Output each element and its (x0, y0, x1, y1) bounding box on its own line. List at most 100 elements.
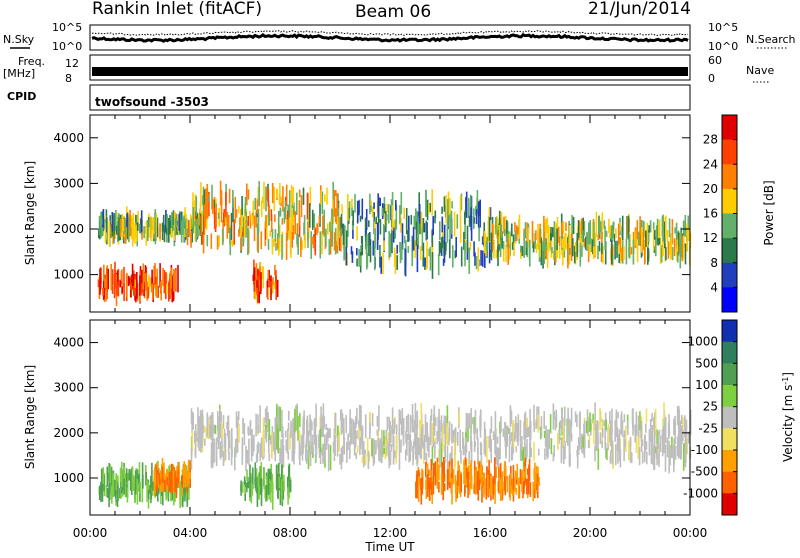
echo-cell (659, 237, 662, 264)
echo-cell (192, 192, 194, 215)
echo-cell (474, 476, 477, 495)
echo-cell (637, 437, 640, 459)
echo-cell (603, 220, 606, 229)
echo-cell (436, 480, 438, 489)
echo-cell (111, 212, 114, 232)
echo-cell (496, 436, 499, 444)
echo-cell (211, 199, 214, 214)
echo-cell (359, 255, 362, 266)
colorbar-segment (722, 406, 737, 429)
echo-cell (257, 187, 260, 204)
echo-cell (495, 466, 497, 479)
echo-cell (524, 411, 527, 440)
echo-cell (132, 213, 135, 241)
echo-cell (256, 444, 259, 462)
echo-cell (579, 425, 581, 444)
echo-cell (233, 219, 235, 245)
echo-cell (486, 436, 488, 463)
echo-cell (267, 270, 269, 280)
echo-cell (231, 427, 233, 440)
echo-cell (444, 244, 447, 255)
echo-cell (428, 204, 430, 214)
echo-cell (500, 416, 502, 433)
echo-cell (399, 410, 402, 425)
echo-cell (559, 420, 562, 429)
echo-cell (276, 238, 279, 248)
echo-cell (567, 407, 569, 426)
echo-cell (249, 421, 251, 436)
echo-cell (340, 226, 342, 252)
echo-cell (300, 237, 302, 257)
echo-cell (468, 413, 471, 429)
echo-cell (270, 214, 273, 232)
echo-cell (625, 425, 627, 452)
x-tick-label: 08:00 (273, 526, 308, 540)
echo-cell (120, 271, 123, 282)
echo-cell (390, 425, 392, 444)
echo-cell (235, 209, 238, 218)
echo-cell (526, 478, 528, 495)
echo-cell (488, 471, 490, 489)
echo-cell (473, 483, 475, 494)
echo-cell (181, 217, 184, 235)
echo-cell (411, 235, 414, 259)
echo-cell (624, 439, 626, 447)
echo-cell (204, 203, 206, 228)
echo-cell (681, 237, 683, 261)
echo-cell (550, 438, 553, 455)
echo-cell (671, 447, 673, 458)
echo-cell (488, 435, 490, 449)
echo-cell (254, 197, 256, 210)
echo-cell (655, 452, 658, 459)
echo-cell (466, 468, 468, 479)
echo-cell (434, 210, 437, 218)
echo-cell (332, 181, 334, 207)
echo-cell (572, 238, 574, 257)
colorbar-tick-label: 8 (710, 256, 718, 270)
echo-cell (457, 432, 459, 446)
echo-cell (169, 271, 172, 296)
echo-cell (256, 223, 259, 236)
echo-cell (186, 219, 188, 229)
echo-cell (489, 479, 492, 493)
echo-cell (337, 200, 340, 209)
echo-cell (590, 238, 593, 253)
echo-cell (454, 250, 457, 259)
echo-cell (177, 225, 179, 233)
echo-cell (309, 446, 312, 454)
echo-cell (140, 210, 143, 233)
echo-cell (126, 472, 129, 498)
echo-cell (665, 247, 667, 261)
echo-cell (337, 425, 339, 436)
echo-cell (341, 204, 343, 215)
echo-cell (581, 235, 583, 257)
echo-cell (538, 228, 540, 250)
echo-cell (276, 403, 278, 429)
echo-cell (488, 217, 491, 242)
y-tick-label: 4000 (53, 336, 84, 350)
echo-cell (652, 448, 654, 465)
echo-cell (215, 441, 218, 462)
echo-cell (338, 237, 341, 251)
echo-cell (574, 245, 577, 252)
colorbar-tick-label: 25 (703, 400, 718, 414)
colorbar-tick-label: 100 (695, 378, 718, 392)
echo-cell (256, 225, 259, 252)
echo-cell (497, 230, 500, 237)
echo-cell (477, 460, 480, 482)
echo-cell (442, 480, 444, 501)
echo-cell (496, 218, 499, 231)
echo-cell (264, 428, 267, 439)
echo-cell (146, 282, 148, 301)
echo-cell (627, 421, 629, 435)
echo-cell (270, 281, 273, 289)
echo-cell (518, 214, 521, 239)
echo-cell (664, 444, 667, 472)
echo-cell (276, 281, 279, 290)
echo-cell (252, 438, 254, 457)
echo-cell (258, 276, 260, 304)
echo-cell (452, 431, 455, 443)
echo-cell (130, 279, 132, 290)
echo-cell (428, 248, 430, 257)
echo-cell (617, 434, 620, 452)
